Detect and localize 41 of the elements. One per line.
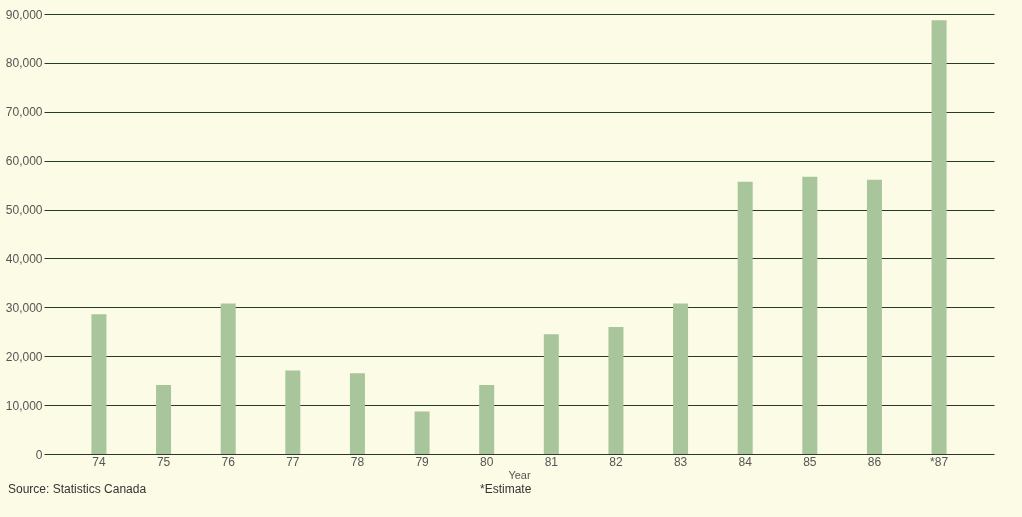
bar bbox=[91, 314, 107, 454]
y-tick-label: 70,000 bbox=[5, 105, 43, 120]
y-tick-label: 40,000 bbox=[5, 251, 43, 266]
x-tick-label: 83 bbox=[673, 454, 688, 469]
bar bbox=[866, 179, 882, 454]
y-tick-label: 0 bbox=[35, 447, 43, 462]
source-note: Source: Statistics Canada bbox=[8, 482, 147, 496]
y-tick-label: 90,000 bbox=[5, 7, 43, 22]
bar bbox=[285, 370, 301, 454]
y-tick-label: 20,000 bbox=[5, 349, 43, 364]
x-tick-label: 81 bbox=[544, 454, 559, 469]
x-tick-label: *87 bbox=[930, 454, 949, 469]
text: *Estimate bbox=[480, 482, 532, 496]
y-tick-label: 50,000 bbox=[5, 203, 43, 218]
bar bbox=[479, 385, 495, 454]
bar bbox=[414, 411, 430, 454]
bar bbox=[349, 373, 365, 454]
bar bbox=[931, 20, 947, 454]
x-tick-label: 74 bbox=[92, 454, 106, 469]
y-tick-label: 80,000 bbox=[5, 56, 43, 71]
x-tick-label: 76 bbox=[221, 454, 236, 469]
x-tick-label: 84 bbox=[738, 454, 753, 469]
bar bbox=[608, 326, 624, 454]
bar bbox=[673, 303, 689, 454]
y-tick-label: 60,000 bbox=[5, 154, 43, 169]
bar bbox=[737, 181, 753, 454]
x-axis-title: Year bbox=[508, 468, 531, 481]
x-tick-label: 86 bbox=[867, 454, 882, 469]
x-tick-label: 80 bbox=[480, 454, 494, 469]
bar bbox=[156, 385, 172, 454]
bar bbox=[220, 303, 236, 454]
x-tick-label: 79 bbox=[415, 454, 430, 469]
y-tick-label: 30,000 bbox=[5, 300, 43, 315]
x-tick-label: 82 bbox=[609, 454, 623, 469]
y-tick-label: 10,000 bbox=[5, 398, 43, 413]
x-tick-label: 77 bbox=[286, 454, 300, 469]
bar bbox=[543, 334, 559, 454]
x-tick-label: 78 bbox=[350, 454, 365, 469]
x-tick-label: 85 bbox=[803, 454, 817, 469]
bar bbox=[802, 176, 818, 454]
x-tick-label: 75 bbox=[156, 454, 171, 469]
